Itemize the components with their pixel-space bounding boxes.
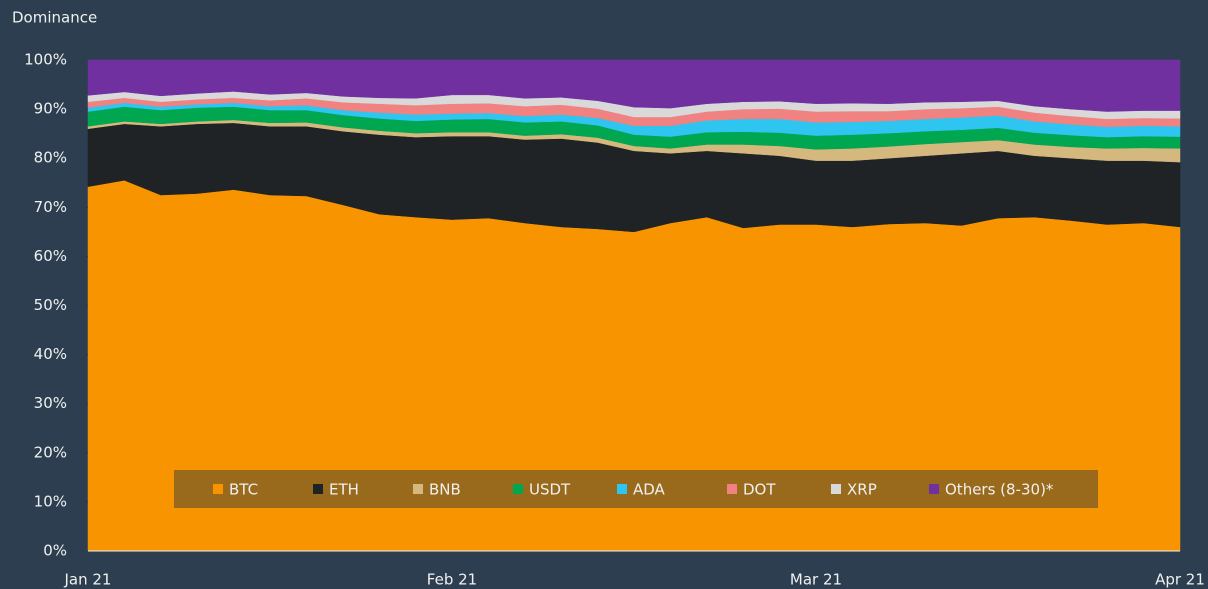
legend-label: ETH [329, 481, 359, 499]
legend-swatch [213, 484, 223, 494]
y-tick-label: 20% [34, 443, 67, 461]
legend-swatch [413, 484, 423, 494]
legend-label: BTC [229, 481, 258, 499]
x-tick-label: Apr 21 [1155, 571, 1205, 589]
y-tick-label: 80% [34, 149, 67, 167]
y-tick-label: 100% [24, 51, 67, 69]
legend-label: BNB [429, 481, 461, 499]
area [87, 59, 1181, 112]
x-tick-label: Feb 21 [427, 571, 477, 589]
legend-swatch [831, 484, 841, 494]
y-tick-label: 40% [34, 345, 67, 363]
y-tick-label: 60% [34, 247, 67, 265]
x-tick-label: Mar 21 [790, 571, 842, 589]
legend-box [174, 470, 1098, 508]
legend-label: XRP [847, 481, 877, 499]
legend-label: DOT [743, 481, 776, 499]
x-tick-label: Jan 21 [64, 571, 112, 589]
y-tick-label: 0% [43, 542, 67, 560]
legend-swatch [617, 484, 627, 494]
legend-swatch [313, 484, 323, 494]
plot-area [87, 59, 1181, 552]
legend-swatch [513, 484, 523, 494]
y-tick-label: 30% [34, 394, 67, 412]
legend-swatch [727, 484, 737, 494]
legend-label: USDT [529, 481, 571, 499]
legend-label: ADA [633, 481, 666, 499]
y-tick-label: 10% [34, 492, 67, 510]
y-tick-label: 70% [34, 198, 67, 216]
y-axis-title: Dominance [12, 9, 97, 27]
y-tick-label: 90% [34, 100, 67, 118]
legend-swatch [929, 484, 939, 494]
y-tick-label: 50% [34, 296, 67, 314]
legend-label: Others (8-30)* [945, 481, 1054, 499]
